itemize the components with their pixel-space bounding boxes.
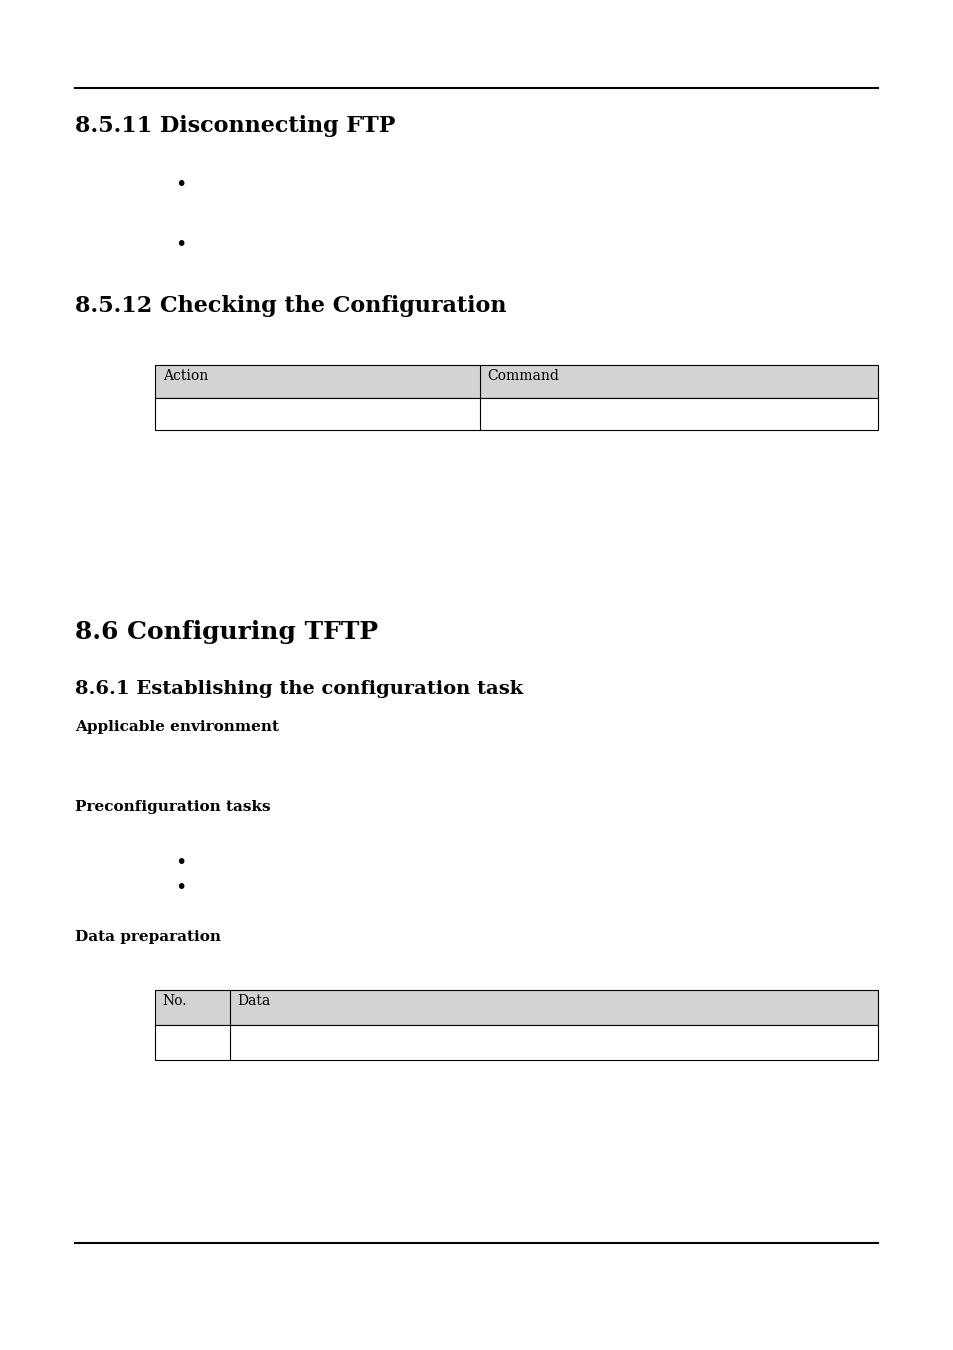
- Text: Preconfiguration tasks: Preconfiguration tasks: [75, 801, 271, 814]
- Bar: [154, 990, 877, 1025]
- Text: 8.5.12 Checking the Configuration: 8.5.12 Checking the Configuration: [75, 296, 506, 317]
- Bar: [154, 364, 877, 397]
- Text: 8.6.1 Establishing the configuration task: 8.6.1 Establishing the configuration tas…: [75, 680, 522, 698]
- Text: •: •: [174, 878, 186, 896]
- Text: Command: Command: [487, 369, 558, 383]
- Text: Applicable environment: Applicable environment: [75, 720, 278, 734]
- Text: •: •: [174, 853, 186, 872]
- Text: Data preparation: Data preparation: [75, 930, 221, 944]
- Bar: [154, 397, 877, 431]
- Text: Action: Action: [162, 369, 208, 383]
- Bar: [154, 1025, 877, 1060]
- Text: •: •: [174, 176, 186, 194]
- Text: •: •: [174, 235, 186, 254]
- Text: 8.6 Configuring TFTP: 8.6 Configuring TFTP: [75, 620, 377, 644]
- Text: Data: Data: [237, 994, 271, 1008]
- Text: No.: No.: [162, 994, 187, 1008]
- Text: 8.5.11 Disconnecting FTP: 8.5.11 Disconnecting FTP: [75, 115, 395, 136]
